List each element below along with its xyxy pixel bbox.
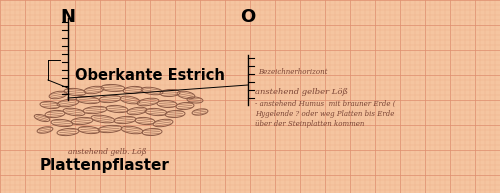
Text: Hygelende ? oder weg Platten bis Erde: Hygelende ? oder weg Platten bis Erde [255, 110, 394, 118]
Text: N: N [60, 8, 76, 26]
Text: - anstehend Humus  mit brauner Erde (: - anstehend Humus mit brauner Erde ( [255, 100, 396, 108]
Text: Oberkante Estrich: Oberkante Estrich [75, 68, 225, 83]
Text: anstehend gelb. Löß: anstehend gelb. Löß [68, 148, 147, 156]
Text: Plattenpflaster: Plattenpflaster [40, 158, 170, 173]
Text: O: O [240, 8, 256, 26]
Text: Bezeichnerhorizont: Bezeichnerhorizont [258, 68, 328, 76]
Text: über der Steinplatten kommen: über der Steinplatten kommen [255, 120, 364, 128]
Text: anstehend gelber Löß: anstehend gelber Löß [255, 88, 348, 96]
